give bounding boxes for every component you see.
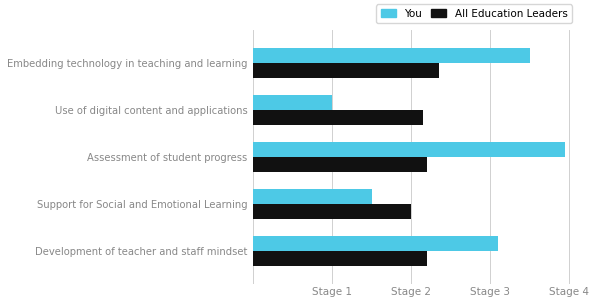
Bar: [253, 110, 423, 125]
Bar: [253, 204, 411, 219]
Bar: [253, 142, 565, 157]
Bar: [253, 48, 530, 63]
Legend: You, All Education Leaders: You, All Education Leaders: [376, 5, 572, 23]
Bar: [253, 236, 498, 251]
Bar: [253, 157, 427, 172]
Bar: [253, 189, 371, 204]
Bar: [253, 95, 332, 110]
Bar: [253, 63, 439, 78]
Bar: [253, 251, 427, 266]
